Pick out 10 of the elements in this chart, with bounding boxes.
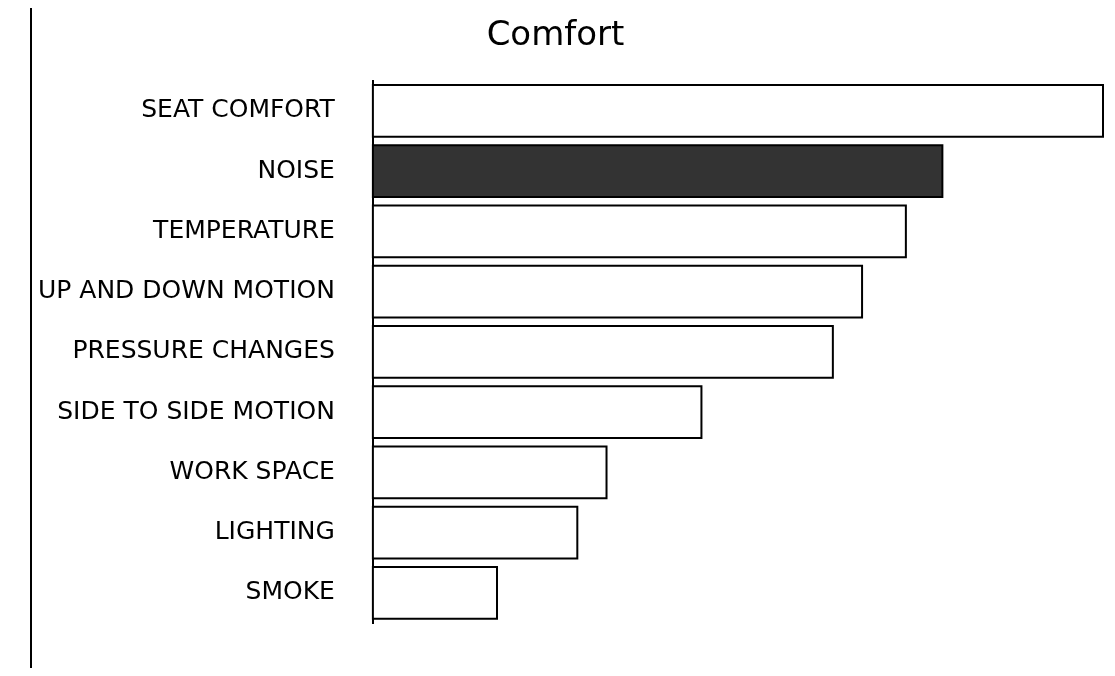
y-tick-label: SMOKE [245, 576, 335, 606]
y-tick-label: NOISE [257, 154, 335, 184]
y-tick-label: PRESSURE CHANGES [72, 335, 335, 365]
y-tick-label: SEAT COMFORT [141, 94, 336, 124]
y-tick-label: LIGHTING [214, 516, 335, 546]
chart-title: Comfort [486, 13, 625, 54]
y-tick-label: WORK SPACE [169, 455, 335, 485]
y-tick-label: SIDE TO SIDE MOTION [57, 395, 335, 425]
y-tick-label: UP AND DOWN MOTION [38, 275, 335, 305]
y-tick-label: TEMPERATURE [152, 214, 335, 244]
